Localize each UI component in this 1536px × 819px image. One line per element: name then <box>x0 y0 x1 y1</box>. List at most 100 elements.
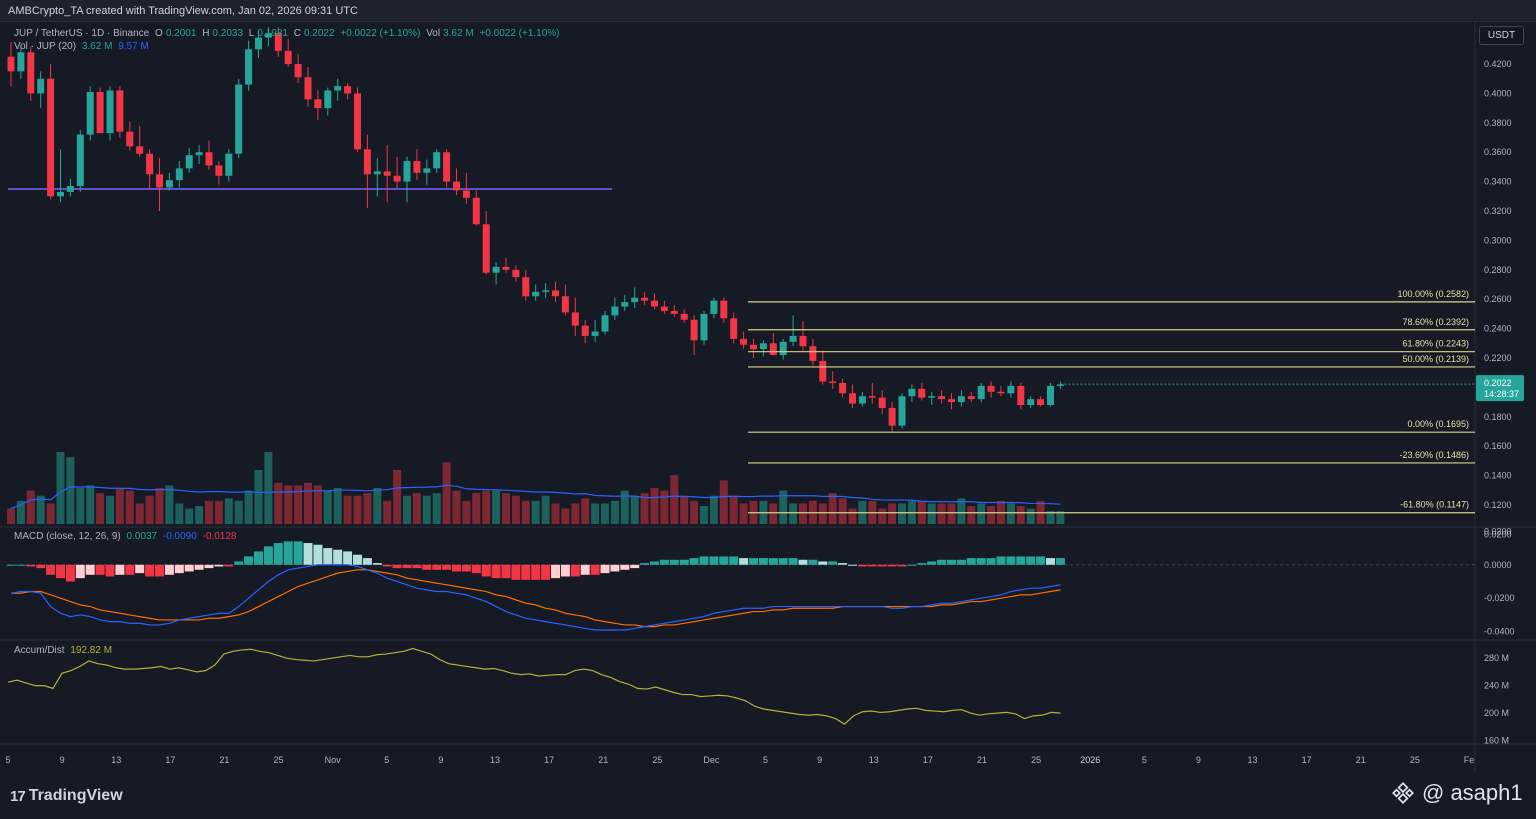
legend-vol-label: Vol <box>426 28 441 39</box>
macd-line-value: -0.0090 <box>162 531 197 542</box>
price-tick-label: 0.3000 <box>1484 235 1512 245</box>
volume-bar <box>601 503 609 524</box>
candle-body <box>670 310 678 314</box>
volume-bar <box>274 482 283 524</box>
accum-dist-line <box>7 647 1061 725</box>
time-axis-label: 21 <box>219 755 229 765</box>
candle-body <box>977 385 985 400</box>
macd-hist-bar <box>907 564 917 566</box>
fib-level-label: 61.80% (0.2243) <box>1402 339 1469 349</box>
volume-bar <box>304 482 312 524</box>
volume-ma-line <box>10 484 1061 510</box>
volume-bar <box>878 508 887 524</box>
macd-hist-bar <box>630 564 640 569</box>
macd-hist-bar <box>36 564 46 569</box>
volume-bar <box>244 490 253 524</box>
macd-hist-bar <box>372 563 382 565</box>
candle-body <box>37 78 45 94</box>
macd-hist-bar <box>244 556 254 565</box>
macd-hist-bar <box>75 564 85 579</box>
candle-body <box>225 153 233 176</box>
macd-hist-bar <box>442 564 452 570</box>
candle-body <box>938 396 946 400</box>
legend-change: +0.0022 (+1.10%) <box>340 28 421 39</box>
candle-body <box>423 168 431 173</box>
candle-body <box>809 346 817 361</box>
tradingview-logo[interactable]: 17 TradingView <box>10 787 123 805</box>
currency-button[interactable]: USDT <box>1479 26 1524 45</box>
macd-hist-bar <box>95 564 105 575</box>
candle-body <box>660 306 668 311</box>
volume-bar <box>492 490 501 524</box>
candle-body <box>532 291 540 297</box>
candle-body <box>1047 385 1054 406</box>
candle-body <box>740 338 748 345</box>
volume-bar <box>195 506 204 524</box>
macd-label[interactable]: MACD (close, 12, 26, 9) <box>14 531 121 542</box>
macd-hist-bar <box>1026 556 1036 565</box>
macd-hist-bar <box>788 558 798 565</box>
volume-bar <box>96 493 105 524</box>
volume-bar <box>511 495 520 524</box>
macd-hist-bar <box>85 564 95 575</box>
candle-body <box>86 91 94 135</box>
macd-hist-bar <box>986 558 996 565</box>
candle-body <box>898 396 906 426</box>
candle-body <box>195 152 203 156</box>
macd-hist-bar <box>749 558 758 565</box>
candle-body <box>948 399 955 403</box>
price-tick-label: 0.3400 <box>1484 177 1512 187</box>
macd-hist-bar <box>1016 556 1026 565</box>
vol-indicator-label[interactable]: Vol · JUP (20) <box>14 41 77 52</box>
candle-body <box>255 37 262 50</box>
volume-bar <box>769 503 778 524</box>
candle-body <box>641 297 649 301</box>
macd-tick-label: 0.0000 <box>1484 560 1512 570</box>
ad-legend: Accum/Dist 192.82 M <box>14 645 115 656</box>
volume-bar <box>977 503 986 524</box>
ad-label[interactable]: Accum/Dist <box>14 645 65 656</box>
volume-bar <box>1016 506 1025 524</box>
fib-level-label: 0.00% (0.1695) <box>1407 419 1469 429</box>
time-axis-label: 13 <box>111 755 121 765</box>
volume-bar <box>175 503 184 524</box>
candle-body <box>116 90 124 132</box>
legend-o-label: O <box>155 28 163 39</box>
chart-canvas[interactable]: 0.4200 0.4000 0.3800 0.3600 0.3400 0.3200 0.30… <box>0 22 1536 772</box>
candle-body <box>393 175 401 182</box>
macd-legend: MACD (close, 12, 26, 9) 0.0037 -0.0090 -… <box>14 531 240 542</box>
candle-body <box>57 191 64 197</box>
macd-hist-bar <box>135 564 145 574</box>
legend-open: 0.2001 <box>165 28 197 39</box>
fib-level-label: 100.00% (0.2582) <box>1397 289 1469 299</box>
candle-body <box>720 300 728 319</box>
macd-hist-bar <box>511 564 521 580</box>
macd-hist-bar <box>174 564 184 574</box>
volume-bar <box>254 470 263 524</box>
current-price-tag <box>1476 375 1524 402</box>
macd-hist-bar <box>620 564 630 570</box>
volume-bar <box>294 485 303 524</box>
ad-value: 192.82 M <box>70 645 113 656</box>
volume-bar <box>591 503 600 524</box>
candle-body <box>651 300 658 307</box>
time-axis-label: 5 <box>763 755 768 765</box>
candle-body <box>769 343 777 356</box>
macd-hist-bar <box>699 556 709 565</box>
candle-body <box>868 396 876 398</box>
macd-hist-bar <box>155 564 164 577</box>
time-axis-label: 5 <box>1142 755 1147 765</box>
candle-body <box>7 56 15 72</box>
tradingview-brand: TradingView <box>28 787 123 804</box>
macd-hist-bar <box>323 548 333 565</box>
legend-symbol[interactable]: JUP / TetherUS · 1D · Binance <box>14 28 150 39</box>
volume-bar <box>987 506 996 524</box>
price-tick-label: 0.3800 <box>1484 118 1512 128</box>
macd-hist-bar <box>897 564 907 567</box>
fib-level-label: 78.60% (0.2392) <box>1402 317 1469 327</box>
candle-body <box>522 277 530 297</box>
macd-hist-value: 0.0037 <box>126 531 158 542</box>
candle-body <box>274 33 282 51</box>
time-axis-label: 17 <box>923 755 933 765</box>
ad-tick-label: 160 M <box>1484 736 1509 746</box>
